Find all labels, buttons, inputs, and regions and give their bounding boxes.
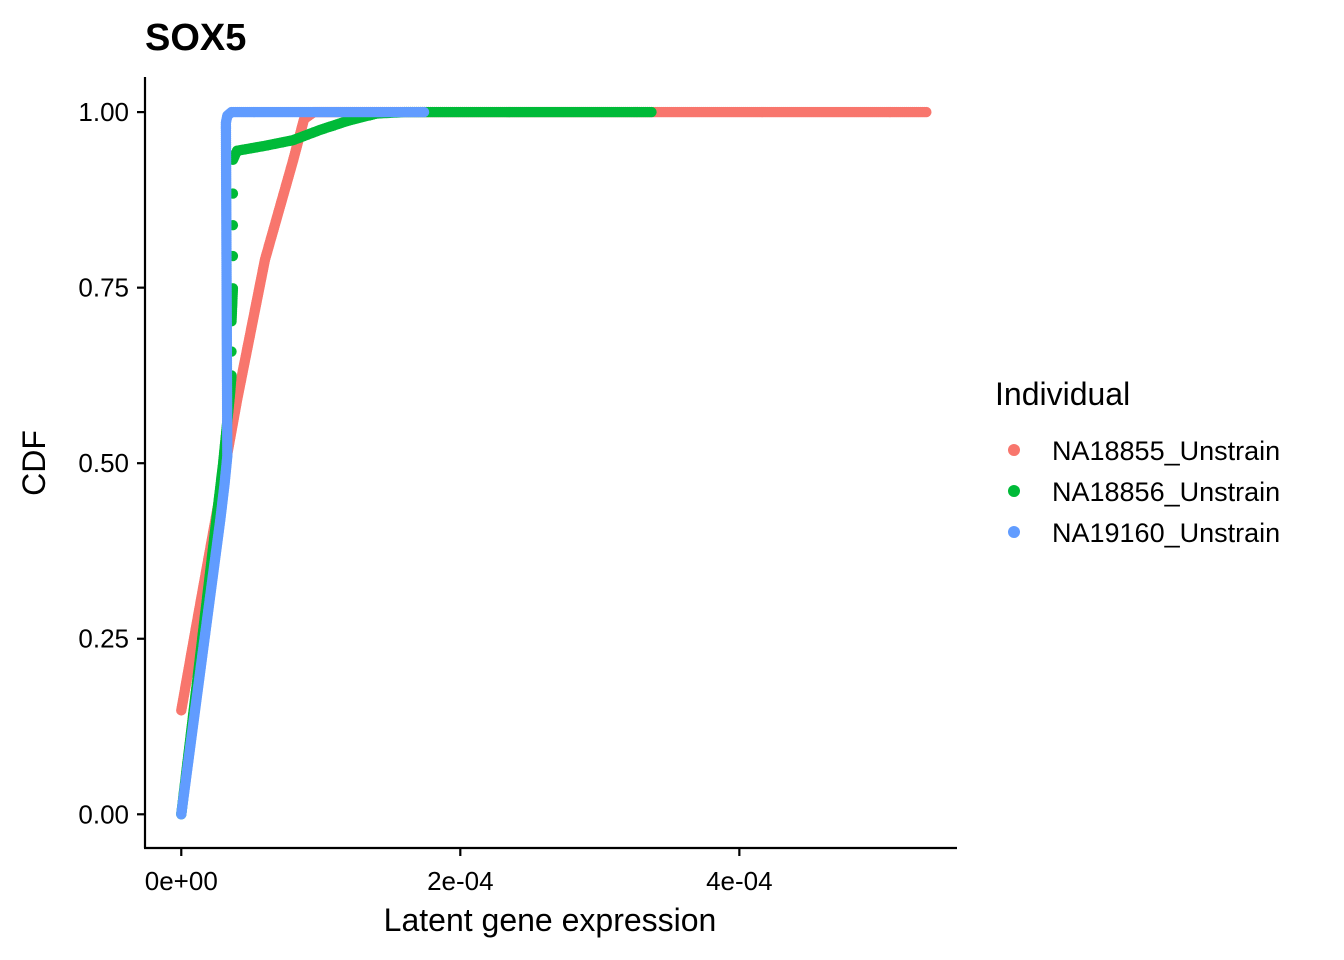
x-tick-label: 0e+00 xyxy=(145,866,218,896)
y-tick-label: 0.25 xyxy=(78,624,129,654)
legend-label: NA18856_Unstrain xyxy=(1052,477,1280,507)
y-axis-ticks: 0.00 0.25 0.50 0.75 1.00 xyxy=(78,97,145,829)
series-NA18856_Unstrain xyxy=(176,106,657,820)
y-tick-label: 0.50 xyxy=(78,448,129,478)
plot-area xyxy=(176,106,932,820)
data-point xyxy=(921,106,932,118)
x-axis-title: Latent gene expression xyxy=(384,902,717,938)
data-point xyxy=(418,106,430,118)
data-point xyxy=(646,106,657,118)
legend-key xyxy=(1008,444,1020,456)
legend: Individual NA18855_Unstrain NA18856_Unstr… xyxy=(995,376,1280,548)
legend-label: NA19160_Unstrain xyxy=(1052,518,1280,548)
legend-key xyxy=(1008,485,1020,497)
y-tick-label: 0.75 xyxy=(78,273,129,303)
y-tick-label: 1.00 xyxy=(78,97,129,127)
x-tick-label: 2e-04 xyxy=(427,866,494,896)
legend-label: NA18855_Unstrain xyxy=(1052,436,1280,466)
y-axis-title: CDF xyxy=(16,430,52,496)
chart-title: SOX5 xyxy=(145,17,246,59)
y-tick-label: 0.00 xyxy=(78,799,129,829)
legend-title: Individual xyxy=(995,376,1130,412)
series-NA19160_Unstrain xyxy=(176,106,430,820)
x-axis-ticks: 0e+00 2e-04 4e-04 xyxy=(145,848,773,896)
series-NA18855_Unstrain xyxy=(176,106,932,716)
legend-key xyxy=(1008,526,1020,538)
x-tick-label: 4e-04 xyxy=(706,866,773,896)
